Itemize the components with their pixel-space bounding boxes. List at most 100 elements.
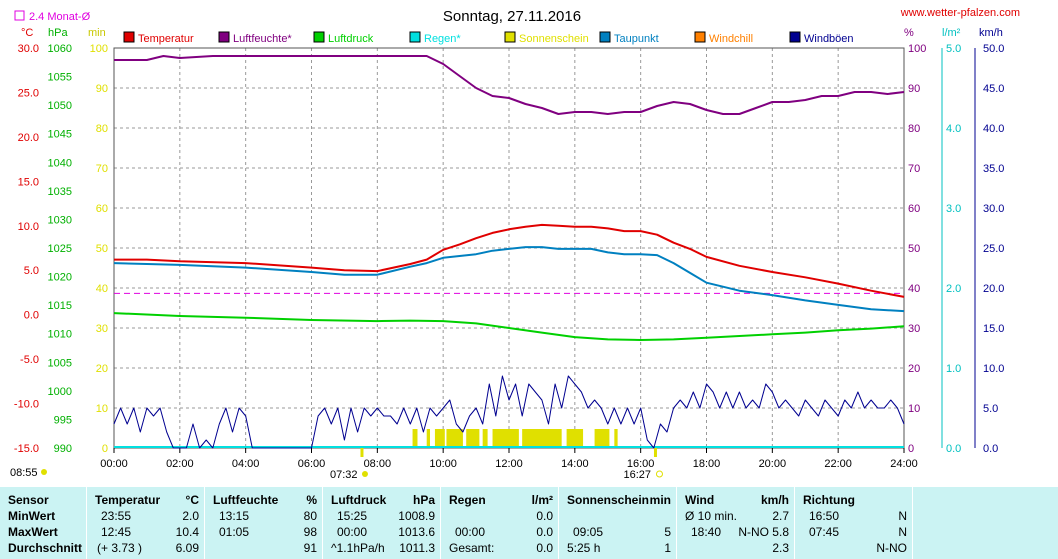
humidity-axis-tick-1: 90: [908, 83, 920, 95]
sunshine-block-4: [466, 429, 480, 448]
minutes-axis-tick-2: 80: [96, 123, 108, 135]
legend-label-7: Windböen: [804, 33, 854, 45]
humidity-axis-tick-10: 0: [908, 443, 914, 455]
temperature-axis-tick-9: -15.0: [14, 443, 39, 455]
wind-avg-value: 2.3: [772, 541, 789, 555]
unit-lm2: l/m²: [942, 27, 961, 39]
legend-swatch-4: [504, 31, 516, 43]
rain-axis-tick-5: 0.0: [946, 443, 961, 455]
pressure-axis-tick-8: 1020: [48, 272, 72, 284]
wind-axis-tick-4: 30.0: [983, 203, 1004, 215]
row-label-avg: Durchschnitt: [8, 541, 83, 555]
humidity-min-time: 13:15: [219, 509, 250, 523]
x-tick-label-11: 22:00: [824, 458, 852, 470]
pressure-axis-tick-12: 1000: [48, 386, 72, 398]
sunshine-block-7: [522, 429, 562, 448]
minutes-axis-tick-7: 30: [96, 323, 108, 335]
x-tick-label-12: 24:00: [890, 458, 918, 470]
legend-label-0: Temperatur: [138, 33, 194, 45]
sunset-sun-icon: [655, 470, 663, 478]
direction-avg-value: N-NO: [876, 541, 907, 555]
legend: Temperatur Luftfeuchte* Luftdruck Regen* Son…: [123, 31, 854, 45]
monthly-avg-swatch: [14, 10, 25, 21]
x-tick-label-1: 02:00: [166, 458, 194, 470]
pressure-axis-tick-1: 1055: [48, 72, 72, 84]
sunshine-max-value: 5: [664, 525, 671, 539]
legend-label-6: Windchill: [709, 33, 753, 45]
temperature-column: Temperatur °C 23:55 2.0 12:45 10.4 (+ 3.…: [86, 487, 205, 559]
wind-max-time: 18:40: [691, 525, 722, 539]
rain-header: Regen: [449, 493, 486, 507]
humidity-axis-tick-4: 60: [908, 203, 920, 215]
wind-axis-tick-5: 25.0: [983, 243, 1004, 255]
rain-unit: l/m²: [531, 493, 553, 507]
x-tick-label-5: 10:00: [429, 458, 457, 470]
humidity-axis-tick-6: 40: [908, 283, 920, 295]
pressure-column: Luftdruck hPa 15:25 1008.9 00:00 1013.6 …: [322, 487, 441, 559]
wind-axis-tick-8: 10.0: [983, 363, 1004, 375]
row-label-max: MaxWert: [8, 525, 58, 539]
temperature-axis-tick-5: 5.0: [24, 265, 39, 277]
row-label-min: MinWert: [8, 509, 56, 523]
humidity-max-value: 98: [303, 525, 317, 539]
direction-max-time: 07:45: [809, 525, 840, 539]
unit-percent: %: [904, 27, 914, 39]
sunrise-label: 07:32: [330, 469, 358, 481]
humidity-axis-tick-3: 70: [908, 163, 920, 175]
monthly-avg-label: 2.4 Monat-Ø: [29, 11, 91, 23]
unit-kmh: km/h: [979, 27, 1003, 39]
temperature-axis-tick-7: -5.0: [20, 354, 39, 366]
temperature-unit: °C: [185, 493, 199, 507]
pressure-axis-tick-6: 1030: [48, 214, 72, 226]
humidity-min-value: 80: [303, 509, 317, 523]
legend-swatch-2: [313, 31, 325, 43]
temperature-axis-tick-2: 20.0: [18, 132, 39, 144]
rain-axis-tick-3: 2.0: [946, 283, 961, 295]
pressure-axis-tick-9: 1015: [48, 300, 72, 312]
legend-swatch-1: [218, 31, 230, 43]
wind-axis-tick-7: 15.0: [983, 323, 1004, 335]
legend-swatch-6: [694, 31, 706, 43]
plot-area: 30.0 25.0 20.0 15.0 10.0 5.0 0.0 -5.0 -10.0 -15.0…: [14, 43, 1005, 481]
legend-swatch-0: [123, 31, 135, 43]
pressure-unit: hPa: [412, 493, 435, 507]
weather-chart: Sonntag, 27.11.2016 www.wetter-pfalzen.c…: [10, 7, 1020, 481]
sunshine-column: Sonnenschein min 09:05 5 5:25 h 1: [558, 487, 677, 559]
left-time-sun-icon: [41, 469, 47, 475]
minutes-axis-tick-10: 0: [102, 443, 108, 455]
x-tick-label-9: 18:00: [693, 458, 721, 470]
wind-axis-tick-3: 35.0: [983, 163, 1004, 175]
legend-label-1: Luftfeuchte*: [233, 33, 292, 45]
sunshine-header: Sonnenschein: [567, 493, 650, 507]
sunshine-block-1: [426, 429, 430, 448]
series-line-luftdruck: [113, 312, 905, 341]
wind-column: Wind km/h Ø 10 min. 2.7 18:40 N-NO 5.8 2…: [676, 487, 795, 559]
humidity-header: Luftfeuchte: [213, 493, 279, 507]
rain-max-value: 0.0: [536, 525, 553, 539]
wind-header: Wind: [685, 493, 715, 507]
sensor-column: Sensor MinWert MaxWert Durchschnitt: [0, 487, 86, 559]
sunshine-max-time: 09:05: [573, 525, 604, 539]
humidity-column: Luftfeuchte % 13:15 80 01:05 98 91: [204, 487, 323, 559]
pressure-axis-tick-0: 1060: [48, 43, 72, 55]
direction-min-time: 16:50: [809, 509, 840, 523]
direction-min-value: N: [898, 509, 907, 523]
x-tick-label-2: 04:00: [232, 458, 260, 470]
temperature-avg-value: 6.09: [175, 541, 199, 555]
sunshine-block-9: [594, 429, 610, 448]
temperature-max-time: 12:45: [101, 525, 132, 539]
series-line-taupunkt: [113, 246, 905, 313]
sunshine-avg-value: 1: [664, 541, 671, 555]
unit-min: min: [88, 27, 106, 39]
sunshine-block-0: [412, 429, 418, 448]
legend-swatch-3: [409, 31, 421, 43]
wind-axis-tick-2: 40.0: [983, 123, 1004, 135]
sunset-label: 16:27: [623, 469, 651, 481]
temperature-axis-tick-3: 15.0: [18, 176, 39, 188]
series-line-luftfeuchte: [114, 55, 905, 115]
sensor-header: Sensor: [8, 493, 49, 507]
temperature-avg-note: (+ 3.73 ): [97, 541, 143, 555]
rain-column: Regen l/m² 0.0 00:00 0.0 Gesamt: 0.0: [440, 487, 559, 559]
temperature-axis-tick-6: 0.0: [24, 310, 39, 322]
pressure-max-value: 1013.6: [398, 525, 435, 539]
